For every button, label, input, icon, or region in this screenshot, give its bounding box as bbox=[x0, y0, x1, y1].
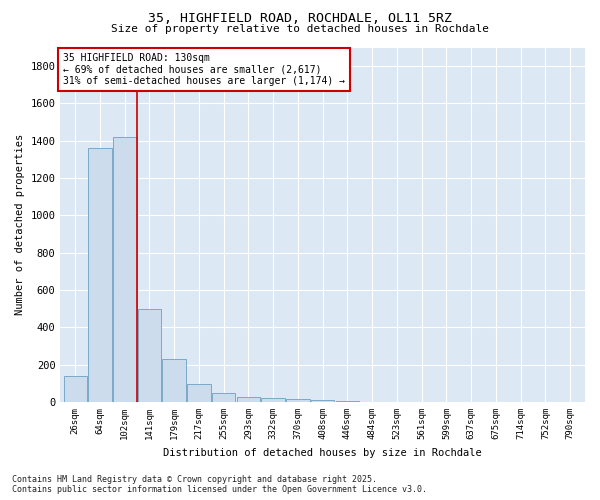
Bar bbox=[187, 384, 211, 402]
Bar bbox=[64, 376, 87, 402]
Y-axis label: Number of detached properties: Number of detached properties bbox=[15, 134, 25, 316]
Bar bbox=[237, 398, 260, 402]
Bar bbox=[286, 400, 310, 402]
Bar bbox=[212, 392, 235, 402]
Bar bbox=[262, 398, 285, 402]
Bar bbox=[88, 148, 112, 402]
Text: Size of property relative to detached houses in Rochdale: Size of property relative to detached ho… bbox=[111, 24, 489, 34]
Bar bbox=[311, 400, 334, 402]
Text: Contains HM Land Registry data © Crown copyright and database right 2025.
Contai: Contains HM Land Registry data © Crown c… bbox=[12, 474, 427, 494]
Bar bbox=[163, 359, 186, 402]
Bar bbox=[113, 137, 137, 402]
Bar bbox=[138, 309, 161, 402]
Text: 35, HIGHFIELD ROAD, ROCHDALE, OL11 5RZ: 35, HIGHFIELD ROAD, ROCHDALE, OL11 5RZ bbox=[148, 12, 452, 26]
Bar bbox=[335, 401, 359, 402]
X-axis label: Distribution of detached houses by size in Rochdale: Distribution of detached houses by size … bbox=[163, 448, 482, 458]
Text: 35 HIGHFIELD ROAD: 130sqm
← 69% of detached houses are smaller (2,617)
31% of se: 35 HIGHFIELD ROAD: 130sqm ← 69% of detac… bbox=[63, 53, 345, 86]
